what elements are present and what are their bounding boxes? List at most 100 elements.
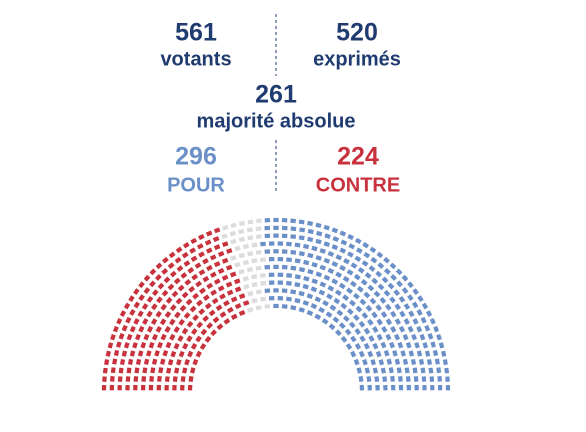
seat bbox=[206, 264, 213, 272]
seat bbox=[247, 219, 254, 225]
seat bbox=[319, 248, 326, 254]
seat bbox=[204, 302, 212, 310]
seat bbox=[177, 335, 184, 342]
seat bbox=[210, 329, 218, 337]
seat bbox=[372, 326, 379, 334]
seat bbox=[408, 310, 415, 318]
seat bbox=[327, 267, 335, 274]
seat bbox=[149, 268, 157, 276]
seat bbox=[181, 327, 189, 335]
seat bbox=[377, 283, 385, 291]
seat bbox=[362, 358, 368, 366]
seat bbox=[175, 246, 183, 254]
seat bbox=[116, 317, 123, 325]
seat bbox=[442, 359, 448, 366]
seat bbox=[192, 292, 200, 300]
seat bbox=[112, 325, 119, 333]
stat-value: 561 bbox=[175, 19, 217, 47]
seat bbox=[310, 303, 318, 310]
seat bbox=[174, 311, 181, 319]
seat bbox=[247, 290, 254, 297]
seat bbox=[344, 328, 352, 336]
seat bbox=[346, 308, 354, 315]
seat bbox=[434, 358, 440, 365]
seat bbox=[251, 298, 258, 304]
seat bbox=[416, 325, 423, 333]
seat bbox=[169, 304, 177, 312]
seat bbox=[206, 282, 214, 290]
seat bbox=[223, 318, 231, 325]
seat bbox=[143, 287, 151, 295]
seat bbox=[195, 335, 202, 343]
seat bbox=[128, 295, 135, 303]
seat bbox=[399, 310, 406, 318]
seat bbox=[190, 367, 196, 374]
seat bbox=[190, 255, 198, 262]
seat bbox=[418, 358, 425, 366]
seat bbox=[318, 289, 326, 296]
seat bbox=[192, 314, 199, 322]
seat bbox=[342, 294, 350, 301]
seat bbox=[398, 376, 403, 382]
seat bbox=[421, 302, 429, 310]
seat bbox=[353, 358, 360, 366]
seat bbox=[432, 349, 439, 357]
seat bbox=[202, 294, 210, 301]
seat bbox=[290, 265, 297, 271]
seat bbox=[417, 295, 424, 303]
seat bbox=[340, 335, 348, 343]
seat bbox=[141, 303, 149, 310]
seat bbox=[118, 333, 125, 340]
seat bbox=[327, 285, 335, 292]
seat bbox=[137, 310, 144, 318]
seat bbox=[430, 341, 436, 348]
seat bbox=[110, 367, 116, 374]
seat bbox=[202, 275, 210, 283]
seat bbox=[388, 367, 394, 374]
seat bbox=[379, 297, 387, 304]
seat bbox=[315, 271, 323, 278]
stat-value: 520 bbox=[336, 19, 378, 47]
seat bbox=[398, 325, 406, 333]
seat bbox=[242, 243, 250, 250]
seat bbox=[150, 318, 158, 326]
seat bbox=[299, 227, 306, 233]
seat bbox=[311, 245, 318, 252]
seat bbox=[212, 316, 220, 324]
seat bbox=[339, 264, 346, 272]
seat bbox=[166, 367, 172, 374]
seat bbox=[359, 335, 366, 343]
seat bbox=[363, 327, 371, 335]
seat bbox=[217, 267, 225, 274]
seat bbox=[359, 298, 367, 306]
seat bbox=[334, 289, 342, 296]
seat bbox=[181, 251, 189, 259]
seat bbox=[340, 302, 348, 310]
seat bbox=[196, 299, 203, 307]
seat bbox=[161, 289, 169, 297]
seat bbox=[286, 296, 292, 302]
seat bbox=[188, 285, 196, 293]
seat bbox=[202, 315, 210, 322]
seat bbox=[407, 294, 414, 302]
seat bbox=[381, 276, 389, 284]
pour-value: 296 bbox=[175, 143, 217, 171]
seat bbox=[155, 325, 162, 333]
seat bbox=[133, 288, 140, 295]
seat bbox=[160, 333, 167, 341]
seat bbox=[420, 367, 426, 374]
seat bbox=[138, 294, 145, 302]
seat bbox=[213, 227, 221, 234]
seat bbox=[167, 359, 174, 366]
seat bbox=[394, 358, 401, 365]
seat bbox=[410, 358, 417, 365]
seat bbox=[209, 271, 217, 278]
seat bbox=[198, 233, 205, 241]
seat bbox=[219, 311, 227, 318]
seat bbox=[138, 281, 145, 289]
seat bbox=[110, 334, 116, 341]
seat bbox=[195, 350, 202, 358]
seat bbox=[427, 333, 434, 340]
seat bbox=[346, 269, 354, 276]
seat bbox=[112, 358, 118, 365]
